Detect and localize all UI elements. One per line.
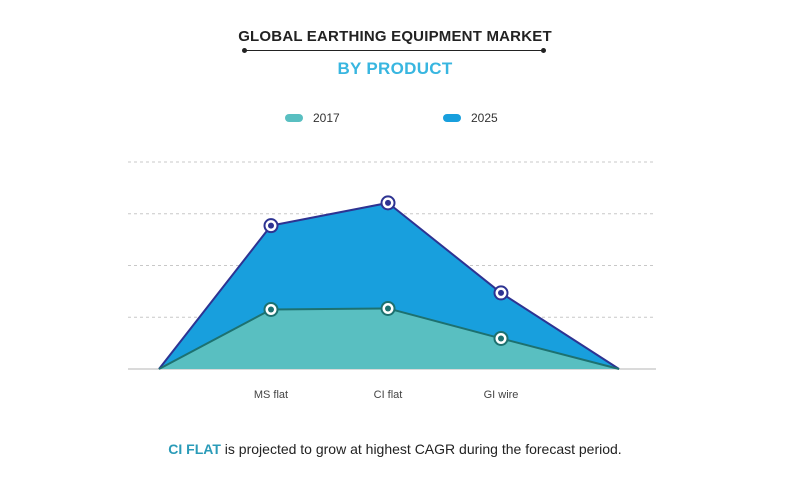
x-tick-label-ci-flat: CI flat: [374, 389, 403, 401]
chart-subtitle: BY PRODUCT: [337, 59, 453, 78]
area-2017: [159, 308, 619, 369]
footnote-highlight: CI FLAT: [168, 441, 221, 457]
chart-legend: 2017 2025: [0, 111, 790, 127]
title-divider: [242, 48, 546, 53]
footnote-text: is projected to grow at highest CAGR dur…: [220, 441, 622, 457]
legend-item-2017: 2017: [285, 111, 340, 125]
chart-title: GLOBAL EARTHING EQUIPMENT MARKET: [238, 28, 552, 45]
point-core-2017-ci-flat: [385, 305, 391, 312]
x-tick-label-ms-flat: MS flat: [254, 389, 288, 401]
point-core-2017-gi-wire: [498, 335, 504, 342]
point-core-2025-gi-wire: [498, 289, 504, 296]
point-core-2025-ci-flat: [385, 199, 391, 206]
footnote: CI FLAT is projected to grow at highest …: [0, 441, 790, 457]
divider-dot-right: [541, 48, 546, 53]
point-core-2017-ms-flat: [268, 306, 274, 313]
point-core-2025-ms-flat: [268, 222, 274, 229]
legend-swatch-2025: [443, 113, 461, 122]
legend-swatch-2017: [285, 113, 303, 122]
legend-label-2017: 2017: [313, 111, 340, 125]
divider-dot-left: [242, 48, 247, 53]
legend-label-2025: 2025: [471, 111, 498, 125]
x-tick-label-gi-wire: GI wire: [484, 389, 519, 401]
legend-item-2025: 2025: [443, 111, 498, 125]
